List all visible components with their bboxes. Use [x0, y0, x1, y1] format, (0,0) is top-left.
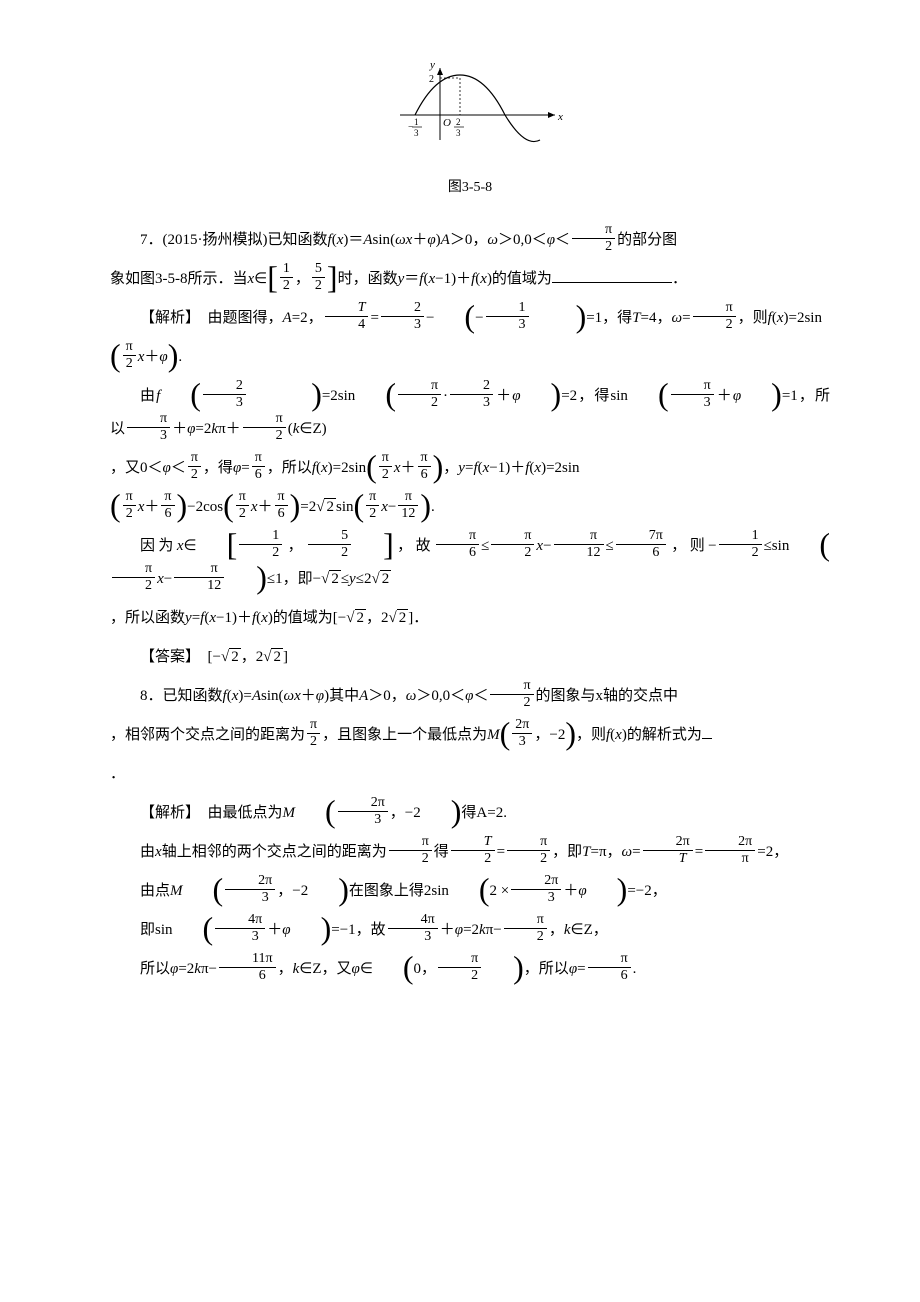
figure-graph: y 2 x O 1 3 − 2 3 [110, 60, 830, 163]
analysis-7-line2: (π2x＋φ). [110, 341, 830, 374]
answer-label: 【答案】 [140, 649, 193, 665]
problem-7-line2: 象如图3-5-8所示．当x∈[12，52]时，函数y＝f(x−1)＋f(x)的值… [110, 263, 830, 296]
svg-text:3: 3 [414, 128, 419, 138]
source: (2015·扬州模拟) [163, 232, 268, 248]
analysis-7-line5: (π2x＋π6)−2cos(π2x＋π6)=22sin(π2x−π12). [110, 491, 830, 524]
analysis-8-line1: 【解析】 由最低点为M(2π3，−2)得A=2. [110, 797, 830, 830]
svg-text:O: O [443, 117, 451, 129]
svg-text:1: 1 [414, 117, 419, 127]
analysis-label: 【解析】 [140, 805, 193, 821]
analysis-7-line7: ，所以函数y=f(x−1)＋f(x)的值域为[−2，22]． [110, 602, 830, 635]
analysis-8-line5: 所以φ=2kπ−11π6，k∈Z，又φ∈(0，π2)，所以φ=π6. [110, 953, 830, 986]
analysis-8-line4: 即sin(4π3＋φ)=−1，故4π3＋φ=2kπ−π2，k∈Z， [110, 914, 830, 947]
analysis-8-line2: 由x轴上相邻的两个交点之间的距离为π2得T2=π2，即T=π，ω=2πT=2ππ… [110, 836, 830, 869]
svg-text:−: − [408, 122, 414, 133]
analysis-label: 【解析】 [140, 310, 193, 326]
problem-number: 8 [140, 688, 148, 704]
svg-text:x: x [557, 111, 563, 123]
analysis-7-line1: 【解析】 由题图得，A=2，T4=23−(−13 )=1，得T=4，ω=π2，则… [110, 302, 830, 335]
problem-8-line2: ，相邻两个交点之间的距离为π2，且图象上一个最低点为M(2π3，−2)，则f(x… [110, 719, 830, 752]
svg-text:2: 2 [456, 117, 461, 127]
sine-graph-svg: y 2 x O 1 3 − 2 3 [370, 60, 570, 150]
svg-text:y: y [429, 60, 435, 71]
answer-7: 【答案】 [−2，22] [110, 641, 830, 674]
problem-7-line1: 7．(2015·扬州模拟)已知函数f(x)＝Asin(ωx＋φ)A＞0，ω＞0,… [110, 224, 830, 257]
analysis-7-line6: 因为x∈[12，52]，故π6≤π2x−π12≤7π6，则−12≤sin(π2x… [110, 530, 830, 596]
svg-text:2: 2 [429, 74, 434, 85]
analysis-7-line4: ，又0＜φ＜π2，得φ=π6，所以f(x)=2sin(π2x＋π6)，y=f(x… [110, 452, 830, 485]
analysis-7-line3: 由f(23 )=2sin(π2·23＋φ)=2，得sin(π3＋φ)=1，所以π… [110, 380, 830, 446]
svg-text:3: 3 [456, 128, 461, 138]
analysis-8-line3: 由点M(2π3，−2)在图象上得2sin(2 ×2π3＋φ)=−2， [110, 875, 830, 908]
problem-number: 7 [140, 232, 148, 248]
answer-blank-8 [702, 724, 712, 739]
answer-blank-7 [552, 268, 672, 283]
figure-caption: 图3-5-8 [110, 173, 830, 204]
problem-8-line1: 8．已知函数f(x)=Asin(ωx＋φ)其中A＞0，ω＞0,0＜φ＜π2的图象… [110, 680, 830, 713]
